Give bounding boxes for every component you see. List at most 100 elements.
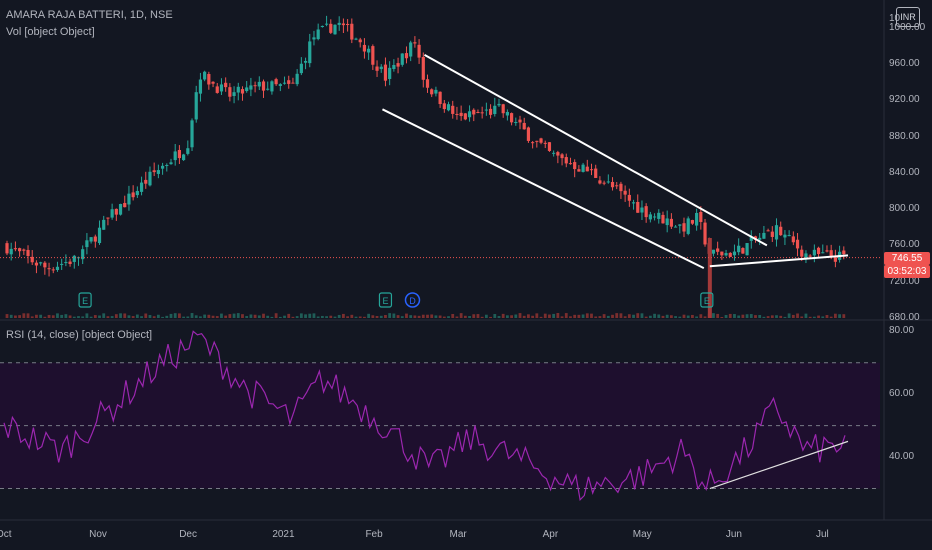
volume-bar bbox=[51, 315, 55, 318]
candle-body bbox=[438, 91, 442, 105]
candle-body bbox=[833, 257, 837, 262]
candle-body bbox=[156, 170, 160, 174]
volume-bar bbox=[182, 316, 186, 318]
volume-bar bbox=[5, 314, 9, 318]
volume-bar bbox=[98, 315, 101, 318]
volume-bar bbox=[724, 315, 728, 318]
candle-body bbox=[362, 44, 367, 52]
candle-body bbox=[606, 181, 610, 183]
candle-body bbox=[110, 209, 114, 218]
candle-body bbox=[219, 84, 224, 92]
volume-bar bbox=[236, 313, 240, 318]
volume-bar bbox=[447, 316, 450, 318]
volume-bar bbox=[278, 316, 282, 318]
candle-body bbox=[316, 29, 320, 40]
volume-bar bbox=[468, 316, 471, 318]
candle-body bbox=[539, 138, 543, 143]
volume-bar bbox=[333, 316, 337, 318]
volume-bar bbox=[308, 313, 312, 318]
volume-bar bbox=[295, 316, 299, 318]
candle-body bbox=[829, 250, 833, 258]
candle-body bbox=[198, 79, 203, 94]
time-tick-label: Jul bbox=[815, 529, 829, 540]
candle-body bbox=[123, 202, 127, 208]
candle-body bbox=[232, 92, 236, 97]
candle-body bbox=[114, 208, 118, 215]
candle-body bbox=[354, 38, 358, 40]
volume-bar bbox=[9, 314, 13, 318]
candle-body bbox=[493, 105, 497, 115]
candle-body bbox=[194, 92, 198, 120]
volume-bar bbox=[741, 314, 745, 318]
volume-bar bbox=[749, 314, 753, 318]
volume-bar bbox=[388, 313, 392, 318]
volume-bar bbox=[68, 315, 72, 318]
volume-bar bbox=[304, 314, 307, 318]
candle-body bbox=[211, 81, 215, 84]
candle-body bbox=[791, 236, 795, 243]
channel-lower-line bbox=[382, 108, 705, 269]
volume-bar bbox=[686, 315, 690, 318]
rsi-trend-line bbox=[709, 440, 849, 490]
volume-bar bbox=[152, 316, 156, 318]
candle-body bbox=[560, 154, 564, 159]
volume-bar bbox=[535, 313, 539, 318]
volume-bar bbox=[648, 315, 652, 318]
candle-body bbox=[728, 252, 732, 257]
volume-bar bbox=[283, 315, 286, 318]
volume-bar bbox=[77, 316, 80, 318]
candle-body bbox=[177, 149, 182, 159]
candle-body bbox=[22, 249, 26, 251]
candle-body bbox=[695, 212, 699, 226]
volume-bar bbox=[358, 316, 362, 318]
volume-bar bbox=[510, 315, 514, 318]
volume-bar bbox=[22, 313, 26, 318]
candle-body bbox=[703, 222, 707, 245]
volume-bar bbox=[56, 313, 59, 318]
volume-bar bbox=[274, 313, 278, 318]
time-tick-label: Feb bbox=[365, 529, 383, 540]
candle-body bbox=[47, 268, 51, 270]
candle-body bbox=[766, 230, 770, 232]
rsi-tick-label: 40.00 bbox=[889, 451, 915, 463]
volume-bar bbox=[178, 313, 181, 318]
candle-body bbox=[711, 249, 716, 254]
volume-bar bbox=[215, 316, 219, 318]
candle-body bbox=[463, 113, 467, 120]
candle-body bbox=[51, 269, 55, 271]
volume-bar bbox=[712, 313, 715, 318]
candle-body bbox=[518, 119, 522, 123]
candle-body bbox=[640, 207, 644, 213]
volume-bar bbox=[564, 313, 568, 318]
candle-body bbox=[602, 182, 606, 184]
candle-body bbox=[106, 217, 110, 219]
volume-bar bbox=[405, 313, 408, 318]
rsi-label: RSI (14, close) [object Object] bbox=[6, 329, 153, 341]
candle-body bbox=[13, 248, 18, 250]
candle-body bbox=[9, 248, 13, 255]
channel-upper-line bbox=[424, 54, 768, 247]
price-tick-label: 720.00 bbox=[889, 275, 920, 287]
volume-bar bbox=[266, 315, 270, 318]
volume-bar bbox=[518, 313, 522, 318]
volume-bar bbox=[270, 316, 274, 318]
volume-bar bbox=[733, 314, 736, 318]
volume-bar bbox=[644, 316, 648, 318]
volume-bar bbox=[409, 315, 413, 318]
volume-bar bbox=[363, 316, 366, 318]
currency-button[interactable]: INR bbox=[896, 7, 920, 27]
candle-body bbox=[568, 163, 573, 165]
volume-bar bbox=[682, 314, 686, 318]
volume-bar bbox=[312, 313, 316, 318]
candle-body bbox=[673, 226, 678, 228]
candle-body bbox=[89, 237, 93, 242]
time-tick-label: Nov bbox=[89, 529, 107, 540]
candle-body bbox=[442, 103, 446, 110]
candle-body bbox=[623, 190, 627, 195]
candle-body bbox=[295, 73, 299, 85]
volume-bar bbox=[808, 316, 812, 318]
candle-body bbox=[152, 170, 156, 173]
candle-body bbox=[543, 142, 547, 144]
volume-bar bbox=[770, 315, 774, 318]
